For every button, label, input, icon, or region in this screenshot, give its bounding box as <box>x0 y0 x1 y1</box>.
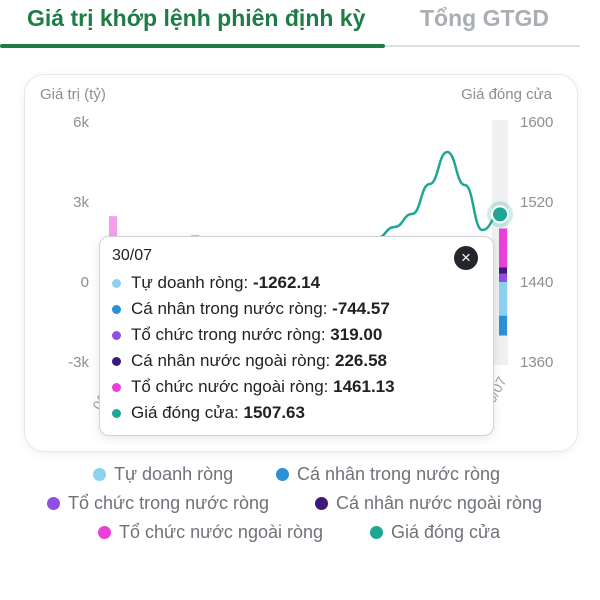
left-tick-label: 0 <box>81 274 89 291</box>
right-tick-label: 1440 <box>520 274 553 291</box>
tooltip-row-label: Cá nhân nước ngoài ròng: <box>131 351 335 370</box>
tab-total-trading-value[interactable]: Tổng GTGD <box>420 5 550 31</box>
chart-tooltip: 30/07 × Tự doanh ròng: -1262.14 Cá nhân t… <box>99 236 494 436</box>
left-tick-label: 3k <box>73 194 89 211</box>
tab-session-matched-value[interactable]: Giá trị khớp lệnh phiên định kỳ <box>27 5 366 31</box>
right-tick-label: 1360 <box>520 354 553 371</box>
tooltip-row-value: -744.57 <box>332 299 390 318</box>
tooltip-row-value: 319.00 <box>330 325 383 344</box>
series-dot-icon <box>112 383 121 393</box>
tooltip-row: Tổ chức nước ngoài ròng: 1461.13 <box>112 377 395 397</box>
tooltip-row: Tổ chức trong nước ròng: 319.00 <box>112 325 382 345</box>
right-axis-title: Giá đóng cửa <box>461 86 553 103</box>
tooltip-row: Cá nhân trong nước ròng: -744.57 <box>112 299 390 319</box>
legend-item[interactable]: Cá nhân trong nước ròng <box>276 464 500 485</box>
right-tick-label: 1600 <box>520 114 553 131</box>
tooltip-row: Cá nhân nước ngoài ròng: 226.58 <box>112 351 387 371</box>
legend-dot-icon <box>370 526 383 539</box>
series-dot-icon <box>112 305 121 315</box>
tooltip-row-label: Giá đóng cửa: <box>131 403 244 422</box>
tooltip-row: Giá đóng cửa: 1507.63 <box>112 403 305 423</box>
tooltip-row-value: 1461.13 <box>333 377 395 396</box>
legend-item[interactable]: Cá nhân nước ngoài ròng <box>315 493 542 514</box>
legend-label: Giá đóng cửa <box>391 522 501 542</box>
legend-dot-icon <box>93 468 106 481</box>
legend-label: Tổ chức nước ngoài ròng <box>119 522 324 542</box>
legend-dot-icon <box>276 468 289 481</box>
legend-dot-icon <box>98 526 111 539</box>
legend-item[interactable]: Tổ chức nước ngoài ròng <box>98 522 323 543</box>
tooltip-row-label: Tổ chức nước ngoài ròng: <box>131 377 334 396</box>
series-dot-icon <box>112 331 121 341</box>
tooltip-row-label: Tổ chức trong nước ròng: <box>131 325 331 344</box>
closing-price-point <box>491 205 509 224</box>
tooltip-date: 30/07 <box>112 247 153 264</box>
legend-label: Cá nhân nước ngoài ròng <box>336 493 542 513</box>
right-tick-label: 1520 <box>520 194 553 211</box>
tooltip-row-value: 1507.63 <box>243 403 305 422</box>
close-icon[interactable]: × <box>454 246 478 270</box>
legend-dot-icon <box>47 497 60 510</box>
legend-dot-icon <box>315 497 328 510</box>
left-tick-label: -3k <box>68 354 89 371</box>
bar-segment <box>499 282 507 316</box>
legend-item[interactable]: Giá đóng cửa <box>370 522 500 543</box>
series-dot-icon <box>112 409 121 419</box>
bar-segment <box>499 315 507 336</box>
bar-segment <box>499 273 507 282</box>
bar-segment <box>499 228 507 268</box>
tooltip-row-label: Tự doanh ròng: <box>131 273 253 292</box>
bar-segment <box>499 267 507 274</box>
tab-bar: Giá trị khớp lệnh phiên định kỳ Tổng GTG… <box>0 0 600 50</box>
tooltip-row-value: 226.58 <box>335 351 387 370</box>
legend-label: Tổ chức trong nước ròng <box>68 493 269 513</box>
tooltip-row-label: Cá nhân trong nước ròng: <box>131 299 333 318</box>
legend-label: Tự doanh ròng <box>114 464 234 484</box>
legend-label: Cá nhân trong nước ròng <box>297 464 500 484</box>
series-dot-icon <box>112 279 121 289</box>
legend-item[interactable]: Tự doanh ròng <box>93 464 233 485</box>
left-axis-title: Giá trị (tỷ) <box>40 86 106 103</box>
series-dot-icon <box>112 357 121 367</box>
left-tick-label: 6k <box>73 114 89 131</box>
legend-item[interactable]: Tổ chức trong nước ròng <box>47 493 269 514</box>
tooltip-row: Tự doanh ròng: -1262.14 <box>112 273 320 293</box>
tooltip-row-value: -1262.14 <box>252 273 321 292</box>
tab-active-indicator <box>0 44 385 48</box>
